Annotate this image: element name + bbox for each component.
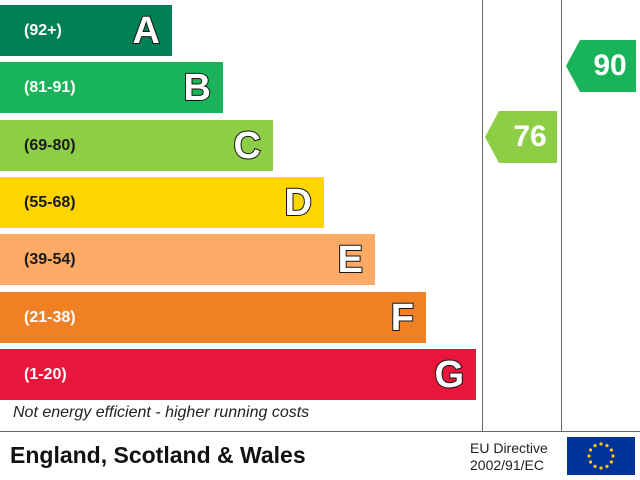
band-letter-label: B	[183, 66, 212, 109]
band-a: (92+) A	[0, 5, 172, 56]
potential-arrow-shape	[566, 40, 636, 92]
eu-star	[589, 448, 593, 452]
band-letter-label: G	[433, 353, 465, 396]
divider-current	[482, 0, 483, 431]
band-range-label: (69-80)	[24, 136, 76, 154]
eu-star	[593, 464, 597, 468]
eu-star	[605, 444, 609, 448]
band-range-label: (92+)	[24, 21, 62, 39]
eu-star	[589, 460, 593, 464]
eu-star	[609, 460, 613, 464]
eu-star	[599, 442, 603, 446]
eu-directive-line2: 2002/91/EC	[470, 457, 544, 473]
band-range-label: (1-20)	[24, 365, 67, 383]
footer-divider	[0, 431, 640, 432]
potential-rating-value: 90	[593, 49, 627, 82]
band-letter-label: D	[284, 181, 313, 224]
divider-potential	[561, 0, 562, 431]
band-e: (39-54) E	[0, 234, 375, 285]
potential-rating-marker: 90	[566, 40, 636, 92]
eu-flag-icon	[567, 437, 635, 475]
band-letter-label: F	[390, 296, 415, 339]
band-range-label: (81-91)	[24, 78, 76, 96]
eu-star	[605, 464, 609, 468]
region-label: England, Scotland & Wales	[10, 442, 306, 468]
band-letter-label: E	[337, 238, 364, 281]
eu-star	[609, 448, 613, 452]
band-range-label: (55-68)	[24, 193, 76, 211]
eu-directive-line1: EU Directive	[470, 440, 548, 456]
band-f: (21-38) F	[0, 292, 426, 343]
eu-star	[599, 466, 603, 470]
eu-star	[611, 454, 615, 458]
current-rating-marker: 76	[485, 111, 557, 163]
band-range-label: (21-38)	[24, 308, 76, 326]
current-rating-value: 76	[513, 120, 547, 153]
eu-star	[587, 454, 591, 458]
band-c: (69-80) C	[0, 120, 273, 171]
band-g: (1-20) G	[0, 349, 476, 400]
inefficiency-note: Not energy efficient - higher running co…	[13, 404, 310, 421]
band-range-label: (39-54)	[24, 250, 76, 268]
eu-star	[593, 444, 597, 448]
band-letter-label: C	[233, 124, 262, 167]
band-d: (55-68) D	[0, 177, 324, 228]
band-letter-label: A	[132, 9, 161, 52]
band-b: (81-91) B	[0, 62, 223, 113]
eu-directive: EU Directive 2002/91/EC	[470, 440, 548, 474]
current-arrow-shape	[485, 111, 557, 163]
